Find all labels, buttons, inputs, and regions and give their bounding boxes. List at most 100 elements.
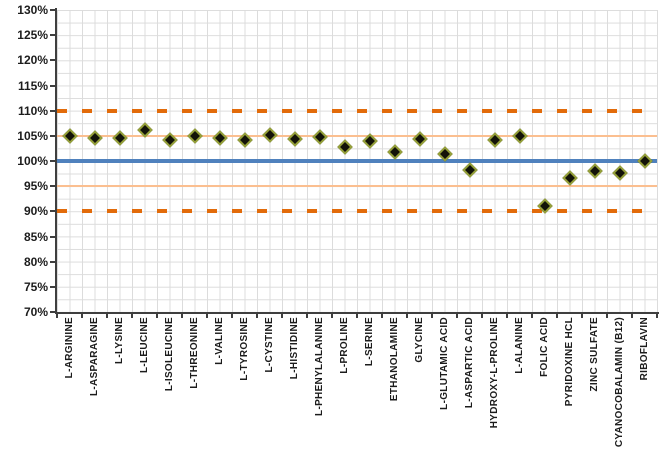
y-axis-line (55, 8, 57, 314)
data-point-marker (511, 128, 528, 145)
x-axis-line (55, 312, 659, 314)
data-point-marker (561, 169, 578, 186)
data-point-marker (386, 144, 403, 161)
y-axis-tick (50, 160, 55, 162)
x-axis-label: FOLIC ACID (538, 317, 550, 377)
x-axis-label: L-CYSTINE (263, 317, 275, 373)
y-axis-label: 95% (23, 179, 48, 194)
x-axis-label: ZINC SULFATE (588, 317, 600, 392)
y-axis-tick (50, 210, 55, 213)
y-axis-label: 110% (17, 103, 48, 118)
y-axis-tick (50, 134, 55, 137)
x-axis-label: L-LYSINE (113, 317, 125, 365)
x-axis-tick (606, 314, 608, 318)
y-axis-label: 105% (17, 128, 48, 143)
x-axis-tick (231, 314, 233, 318)
y-axis-tick (50, 311, 55, 313)
x-axis-tick (306, 314, 308, 318)
data-point-marker (211, 130, 228, 147)
x-axis-label: L-ASPARAGINE (88, 317, 100, 396)
x-axis-tick (631, 314, 633, 318)
x-axis-tick (506, 314, 508, 318)
y-axis-label: 115% (17, 78, 48, 93)
y-axis-label: 130% (17, 3, 48, 17)
plot-area (57, 10, 658, 312)
x-axis-label: PYRIDOXINE HCL (563, 317, 575, 407)
y-axis-tick (50, 59, 55, 62)
x-axis-label: L-ARGININE (63, 317, 75, 379)
x-axis-label: L-ASPARTIC ACID (463, 317, 475, 409)
y-axis-label: 125% (17, 28, 48, 43)
data-point-marker (86, 130, 103, 147)
data-point-marker (636, 153, 653, 169)
x-axis-label: L-THREONINE (188, 317, 200, 389)
x-axis-label: HYDROXY-L-PROLINE (488, 317, 500, 429)
x-axis-tick (381, 314, 383, 318)
x-axis-tick (256, 314, 258, 318)
y-axis-tick (50, 285, 55, 288)
x-axis-tick (206, 314, 208, 318)
data-point-marker (186, 128, 203, 145)
y-axis-tick (50, 34, 55, 37)
x-axis-label: ETHANOLAMINE (388, 317, 400, 402)
data-point-marker (461, 161, 478, 178)
x-axis-label: L-HISTIDINE (288, 317, 300, 380)
x-axis-tick (456, 314, 458, 318)
x-axis-tick (181, 314, 183, 318)
y-axis-label: 120% (17, 53, 48, 68)
x-axis-label: L-ALANINE (513, 317, 525, 374)
x-axis-label: L-VALINE (213, 317, 225, 365)
x-axis-label: L-TYROSINE (238, 317, 250, 381)
x-axis-tick (356, 314, 358, 318)
x-axis-label: L-PROLINE (338, 317, 350, 374)
y-axis-tick (50, 185, 55, 188)
y-axis-label: 90% (23, 204, 48, 219)
reference-line-target (57, 159, 657, 163)
x-axis-tick (656, 314, 658, 318)
x-axis-tick (556, 314, 558, 318)
x-axis-tick (581, 314, 583, 318)
x-axis-tick (281, 314, 283, 318)
data-point-marker (586, 163, 603, 179)
reference-line-upper-warning-limit (57, 134, 657, 137)
x-axis-tick (431, 314, 433, 318)
data-point-marker (61, 128, 78, 144)
x-axis-label: L-LEUCINE (138, 317, 150, 374)
reference-line-lower-warning-limit (57, 185, 657, 188)
x-axis-tick (531, 314, 533, 318)
x-axis-label: L-ISOLEUCINE (163, 317, 175, 392)
x-axis-tick (56, 314, 58, 318)
y-axis-label: 80% (23, 254, 48, 269)
x-axis-label: CYANOCOBALAMIN (B12) (613, 317, 625, 448)
x-axis-label: L-PHENYLALANINE (313, 317, 325, 416)
x-axis-label: RIBOFLAVIN (638, 317, 650, 381)
data-point-marker (311, 129, 328, 145)
x-axis-tick (156, 314, 158, 318)
y-axis-tick (50, 109, 55, 112)
data-point-marker (261, 127, 278, 144)
data-point-marker (611, 165, 628, 181)
x-axis-label: GLYCINE (413, 317, 425, 363)
reference-line-upper-control-limit (57, 108, 657, 113)
x-axis-label: L-SERINE (363, 317, 375, 367)
x-axis-tick (331, 314, 333, 318)
x-axis-tick (106, 314, 108, 318)
x-axis-tick (81, 314, 83, 318)
y-axis-label: 70% (23, 305, 48, 319)
y-axis-tick (50, 84, 55, 87)
x-axis-tick (131, 314, 133, 318)
data-point-marker (336, 139, 353, 156)
y-axis-tick (50, 260, 55, 263)
y-axis-label: 85% (23, 229, 48, 244)
x-axis-labels: L-ARGININE L-ASPARAGINE L-LYSINE L-LEUCINE L… (57, 317, 657, 467)
y-axis-label: 100% (17, 154, 48, 168)
y-axis-label: 75% (23, 279, 48, 294)
y-axis-tick (50, 9, 55, 11)
y-axis-tick (50, 235, 55, 238)
x-axis-tick (481, 314, 483, 318)
x-axis-tick (406, 314, 408, 318)
data-point-marker (111, 130, 128, 146)
reference-line-lower-control-limit (57, 209, 657, 214)
x-axis-label: L-GLUTAMIC ACID (438, 317, 450, 410)
